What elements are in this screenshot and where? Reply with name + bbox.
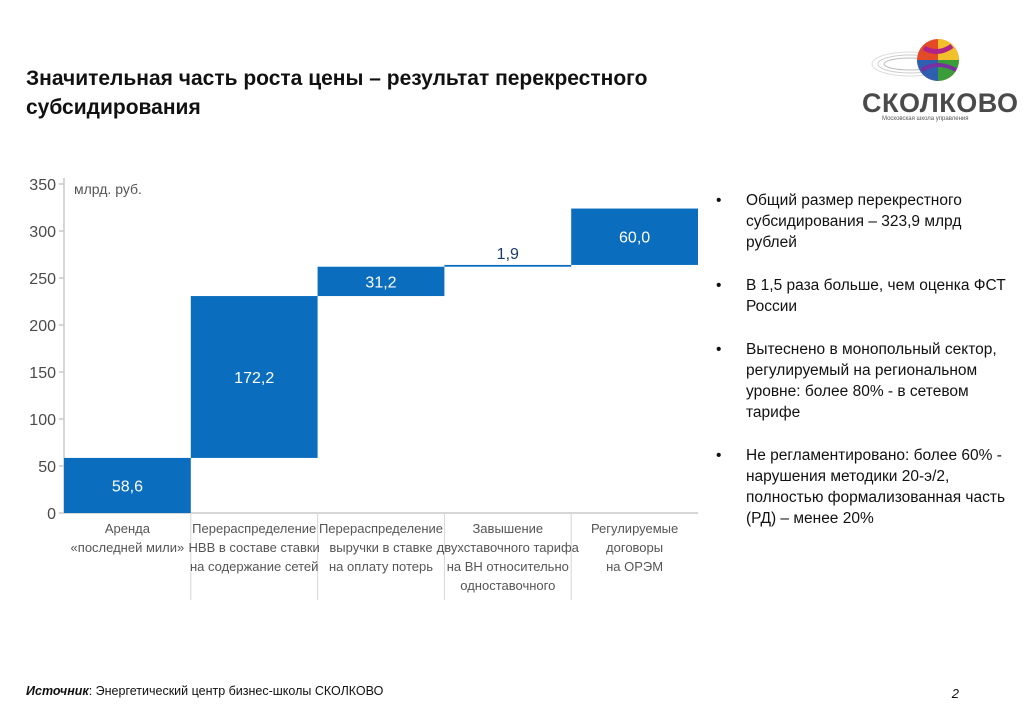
logo-wordmark: СКОЛКОВО xyxy=(862,88,1019,118)
y-tick-label: 300 xyxy=(29,224,56,241)
slide-title: Значительная часть роста цены – результа… xyxy=(26,67,648,119)
page-number: 2 xyxy=(951,686,959,701)
source-label: Источник xyxy=(26,684,89,698)
y-tick-label: 150 xyxy=(29,365,56,382)
bar-value-label: 31,2 xyxy=(365,274,396,291)
y-tick-label: 100 xyxy=(29,412,56,429)
waterfall-bar xyxy=(444,264,572,267)
waterfall-chart: 0 50 100 150 200 250 300 350 млрд. руб. 58,6 Аренд… xyxy=(29,177,698,600)
category-label: «последней мили» xyxy=(71,540,185,555)
bullet-item: В 1,5 раза больше, чем оценка ФСТ России xyxy=(716,275,1006,317)
bullet-item: Не регламентировано: более 60% - нарушен… xyxy=(716,445,1006,529)
category-label: Перераспределение xyxy=(319,521,443,536)
category-label: выручки в ставке xyxy=(329,540,432,555)
waterfall-bar xyxy=(571,208,698,265)
category-label: двухставочного тарифа xyxy=(437,540,580,555)
category-label: одноставочного xyxy=(460,578,555,593)
y-unit-label: млрд. руб. xyxy=(74,181,142,197)
bar-value-label: 60,0 xyxy=(619,230,650,247)
logo-sphere-icon xyxy=(871,39,959,81)
category-label: на содержание сетей xyxy=(190,559,318,574)
category-label: Регулируемые xyxy=(591,521,678,536)
bar-value-label: 1,9 xyxy=(497,246,519,263)
y-tick-label: 250 xyxy=(29,271,56,288)
waterfall-bar xyxy=(317,266,445,297)
category-label: на ВН относительно xyxy=(447,559,569,574)
bullet-item: Общий размер перекрестного субсидировани… xyxy=(716,190,1006,253)
category-label: на оплату потерь xyxy=(329,559,433,574)
y-tick-label: 0 xyxy=(47,506,56,523)
category-label: Перераспределение xyxy=(192,521,316,536)
y-tick-label: 200 xyxy=(29,318,56,335)
category-label: Завышение xyxy=(472,521,543,536)
y-tick-label: 350 xyxy=(29,177,56,194)
bullet-list: Общий размер перекрестного субсидировани… xyxy=(716,190,1006,551)
source-text: : Энергетический центр бизнес-школы СКОЛ… xyxy=(88,684,384,698)
category-label: договоры xyxy=(606,540,663,555)
waterfall-bar xyxy=(190,296,318,458)
y-tick-label: 50 xyxy=(38,459,56,476)
category-label: НВВ в составе ставки xyxy=(189,540,320,555)
waterfall-bar xyxy=(64,457,191,513)
category-label: на ОРЭМ xyxy=(606,559,663,574)
bar-value-label: 58,6 xyxy=(112,478,143,495)
source-note: Источник: Энергетический центр бизнес-шк… xyxy=(26,684,383,698)
bullet-item: Вытеснено в монопольный сектор, регулиру… xyxy=(716,339,1006,423)
skolkovo-logo: СКОЛКОВО Московская школа управления xyxy=(862,34,1018,124)
bar-value-label: 172,2 xyxy=(234,370,274,387)
category-label: Аренда xyxy=(105,521,151,536)
logo-subtitle: Московская школа управления xyxy=(882,116,969,122)
